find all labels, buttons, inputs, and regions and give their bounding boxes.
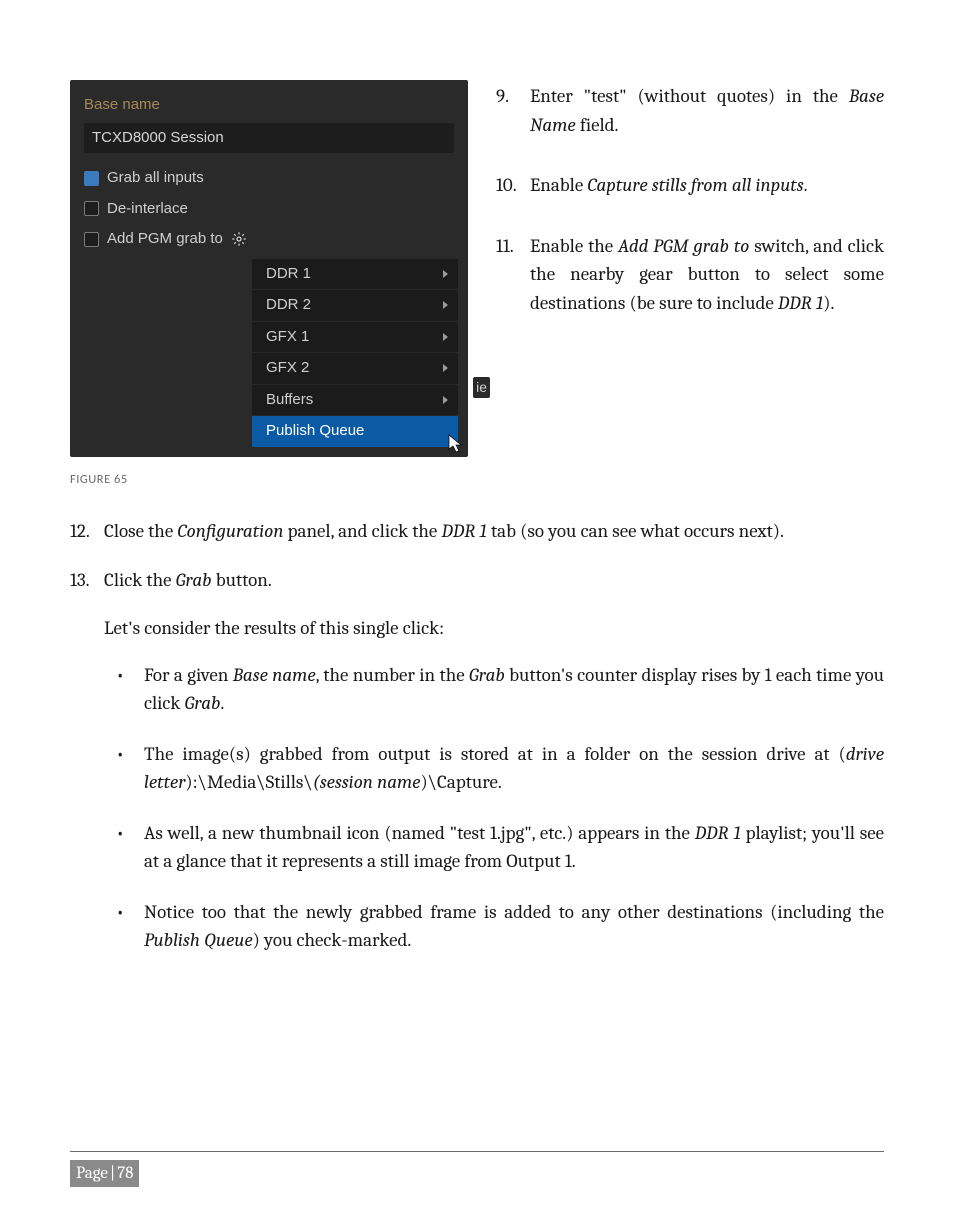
step-11: 11. Enable the Add PGM grab to switch, a… — [496, 232, 884, 318]
bullet-item: The image(s) grabbed from output is stor… — [104, 740, 884, 797]
menu-label: GFX 2 — [266, 357, 309, 380]
deinterlace-row[interactable]: De-interlace — [84, 198, 454, 221]
chevron-right-icon — [443, 333, 448, 341]
step-9: 9. Enter "test" (without quotes) in the … — [496, 82, 884, 139]
step-text: Close the Configuration panel, and click… — [104, 517, 884, 546]
grab-config-panel: Base name TCXD8000 Session Grab all inpu… — [70, 80, 468, 457]
step-text: Enable Capture stills from all inputs. — [530, 171, 884, 200]
bullet-item: Notice too that the newly grabbed frame … — [104, 898, 884, 955]
menu-item-publish-queue[interactable]: Publish Queue — [252, 415, 458, 447]
step-number: 13. — [70, 566, 104, 595]
gear-icon[interactable] — [231, 231, 247, 247]
overhang-fragment: ie — [473, 377, 490, 398]
menu-item-buffers[interactable]: Buffers — [252, 384, 458, 416]
add-pgm-label: Add PGM grab to — [107, 228, 223, 251]
chevron-right-icon — [443, 364, 448, 372]
menu-label: Publish Queue — [266, 420, 364, 443]
page-number-pill: Page|78 — [70, 1160, 139, 1188]
base-name-input[interactable]: TCXD8000 Session — [84, 123, 454, 154]
checkbox-icon — [84, 201, 99, 216]
menu-label: DDR 1 — [266, 263, 311, 286]
checkbox-icon — [84, 232, 99, 247]
menu-label: DDR 2 — [266, 294, 311, 317]
step-number: 12. — [70, 517, 104, 546]
bullet-list: For a given Base name, the number in the… — [104, 661, 884, 955]
bullet-item: As well, a new thumbnail icon (named "te… — [104, 819, 884, 876]
grab-all-inputs-label: Grab all inputs — [107, 167, 204, 190]
menu-item-ddr1[interactable]: DDR 1 — [252, 259, 458, 290]
menu-label: GFX 1 — [266, 326, 309, 349]
step-number: 9. — [496, 82, 530, 139]
lead-paragraph: Let's consider the results of this singl… — [104, 614, 884, 643]
chevron-right-icon — [443, 301, 448, 309]
add-pgm-row[interactable]: Add PGM grab to — [84, 228, 454, 251]
step-text: Click the Grab button. — [104, 566, 884, 595]
chevron-right-icon — [443, 270, 448, 278]
menu-item-gfx2[interactable]: GFX 2 — [252, 352, 458, 384]
menu-item-ddr2[interactable]: DDR 2 — [252, 289, 458, 321]
step-text: Enter "test" (without quotes) in the Bas… — [530, 82, 884, 139]
step-10: 10. Enable Capture stills from all input… — [496, 171, 884, 200]
base-name-label: Base name — [84, 94, 454, 117]
chevron-right-icon — [443, 396, 448, 404]
cursor-icon — [448, 434, 464, 463]
bullet-item: For a given Base name, the number in the… — [104, 661, 884, 718]
step-12: 12. Close the Configuration panel, and c… — [70, 517, 884, 546]
figure-caption: FIGURE 65 — [70, 471, 884, 490]
checkbox-icon — [84, 171, 99, 186]
menu-item-gfx1[interactable]: GFX 1 — [252, 321, 458, 353]
grab-all-inputs-row[interactable]: Grab all inputs — [84, 167, 454, 190]
step-text: Enable the Add PGM grab to switch, and c… — [530, 232, 884, 318]
step-13: 13. Click the Grab button. — [70, 566, 884, 595]
destination-menu: DDR 1 DDR 2 GFX 1 GFX 2 — [252, 259, 458, 447]
menu-label: Buffers — [266, 389, 313, 412]
page-footer: Page|78 — [70, 1151, 884, 1188]
step-number: 11. — [496, 232, 530, 318]
step-number: 10. — [496, 171, 530, 200]
deinterlace-label: De-interlace — [107, 198, 188, 221]
